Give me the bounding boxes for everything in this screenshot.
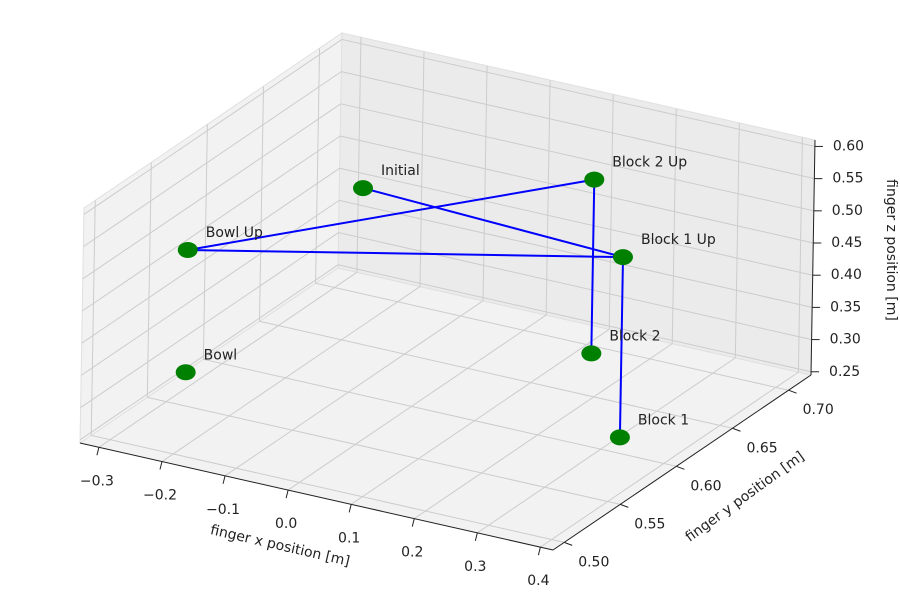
tick-mark xyxy=(348,504,352,513)
grid-line xyxy=(482,65,488,301)
grid-line xyxy=(419,51,425,287)
tick-mark xyxy=(222,475,226,484)
tick-mark xyxy=(537,547,541,556)
grid-line xyxy=(147,396,621,505)
data-layer: Initial Block 1 Block 2 Block 1 Up Block 2 U… xyxy=(175,155,716,446)
point-label: Bowl Up xyxy=(206,225,263,241)
grid-line xyxy=(545,80,551,316)
grid-line xyxy=(413,343,673,520)
tick-mark xyxy=(676,465,685,470)
grid-line xyxy=(224,300,484,477)
panes xyxy=(78,32,816,551)
grid-line xyxy=(338,232,812,341)
grid-line xyxy=(80,232,339,409)
grid-line xyxy=(341,71,815,180)
x-tick-label: −0.3 xyxy=(80,473,114,489)
point-label: Initial xyxy=(381,163,420,179)
point xyxy=(584,171,605,188)
tick-mark xyxy=(285,489,289,499)
grid-line xyxy=(341,38,816,147)
grid-line xyxy=(350,328,610,505)
y-axis-label: finger y position [m] xyxy=(683,449,808,546)
tick-mark xyxy=(159,461,163,470)
y-tick-label: 0.65 xyxy=(746,440,777,456)
y-tick-label: 0.50 xyxy=(578,554,609,570)
point-label: Bowl xyxy=(204,347,238,363)
grid-line xyxy=(477,357,736,534)
grid-line xyxy=(797,137,803,373)
tick-mark xyxy=(732,427,741,432)
tick-mark xyxy=(411,518,415,527)
x-tick-label: 0.0 xyxy=(275,516,297,532)
grid-line xyxy=(671,108,677,344)
grid-line xyxy=(339,199,813,308)
x-tick-label: −0.2 xyxy=(143,488,177,504)
tick-mark xyxy=(96,447,100,456)
grid-line xyxy=(259,320,733,429)
grid-line xyxy=(340,103,814,212)
point-label: Block 1 Up xyxy=(641,232,716,248)
point-label: Block 2 xyxy=(609,328,660,344)
grid: −0.3 −0.2 −0.1 0.0 0.1 0.2 0.3 0.4 0.50 0.55 0.60 0… xyxy=(79,37,864,589)
x-axis-line xyxy=(79,442,554,551)
grid-line xyxy=(81,167,340,344)
grid-line xyxy=(540,371,799,548)
x-tick-label: 0.4 xyxy=(527,573,549,589)
z-tick-label: 0.30 xyxy=(830,332,861,348)
grid-line xyxy=(356,37,362,273)
point xyxy=(177,241,198,258)
grid-line xyxy=(287,314,547,491)
point xyxy=(581,345,602,362)
grid-line xyxy=(608,94,614,330)
grid-line xyxy=(82,103,342,280)
tick-mark xyxy=(474,532,478,542)
x-tick-label: 0.1 xyxy=(338,530,360,546)
grid-line xyxy=(91,434,565,543)
z-tick-label: 0.25 xyxy=(829,364,860,380)
grid-line xyxy=(315,282,789,391)
z-tick-label: 0.60 xyxy=(833,138,864,154)
point xyxy=(175,364,196,381)
point xyxy=(609,429,630,446)
point-label: Block 2 Up xyxy=(612,155,687,171)
z-tick-label: 0.40 xyxy=(831,267,862,283)
y-tick-label: 0.55 xyxy=(634,516,665,532)
z-tick-label: 0.35 xyxy=(830,299,861,315)
z-tick-label: 0.45 xyxy=(831,235,862,251)
y-tick-label: 0.60 xyxy=(690,478,721,494)
z-tick-label: 0.55 xyxy=(832,171,863,187)
grid-line xyxy=(83,71,342,248)
point xyxy=(612,249,633,266)
grid-line xyxy=(161,286,421,462)
z-tick-label: 0.50 xyxy=(832,203,863,219)
point xyxy=(353,180,374,197)
x-tick-label: 0.3 xyxy=(464,559,486,575)
grid-line xyxy=(340,135,814,244)
grid-line xyxy=(83,39,343,215)
grid-line xyxy=(203,358,677,467)
grid-line xyxy=(337,264,812,373)
grid-line xyxy=(339,167,813,276)
x-tick-label: −0.1 xyxy=(206,502,240,518)
grid-line xyxy=(81,135,341,312)
z-axis-line xyxy=(810,139,816,376)
tick-mark xyxy=(788,389,797,394)
grid-line xyxy=(80,199,340,376)
z-axis-label: finger z position [m] xyxy=(883,179,899,321)
point-label: Block 1 xyxy=(638,412,689,428)
grid-line xyxy=(98,271,358,448)
grid-line xyxy=(734,122,740,358)
tick-mark xyxy=(564,541,573,546)
x-tick-label: 0.2 xyxy=(401,545,423,561)
y-tick-label: 0.70 xyxy=(803,402,834,418)
y-axis-line xyxy=(552,374,812,551)
grid-line xyxy=(79,264,339,441)
tick-mark xyxy=(620,503,629,508)
